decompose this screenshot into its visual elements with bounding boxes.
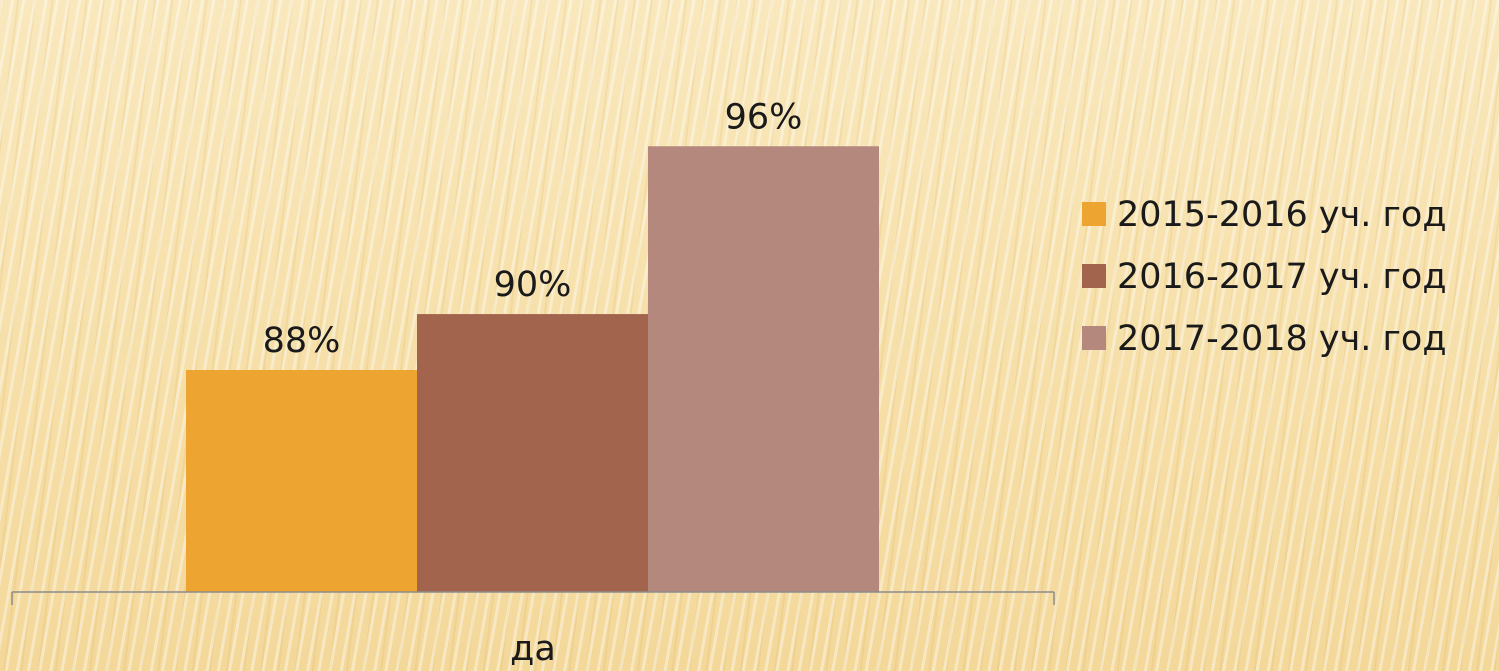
legend: 2015-2016 уч. год 2016-2017 уч. год 2017-2… (1082, 195, 1447, 359)
bar-3 (648, 146, 879, 592)
plot-area: 88% 90% 96% да (11, 97, 1055, 669)
data-label: 88% (263, 321, 341, 361)
legend-swatch (1082, 326, 1106, 350)
legend-entry-label: 2017-2018 уч. год (1117, 319, 1447, 359)
bar-1 (186, 370, 417, 592)
legend-entry-label: 2015-2016 уч. год (1117, 195, 1447, 235)
legend-swatch (1082, 264, 1106, 288)
legend-entry-label: 2016-2017 уч. год (1117, 257, 1447, 297)
data-label: 96% (725, 97, 803, 137)
bar-2 (417, 314, 648, 592)
x-tick-label: да (510, 629, 556, 669)
data-label: 90% (494, 265, 572, 305)
legend-swatch (1082, 202, 1106, 226)
